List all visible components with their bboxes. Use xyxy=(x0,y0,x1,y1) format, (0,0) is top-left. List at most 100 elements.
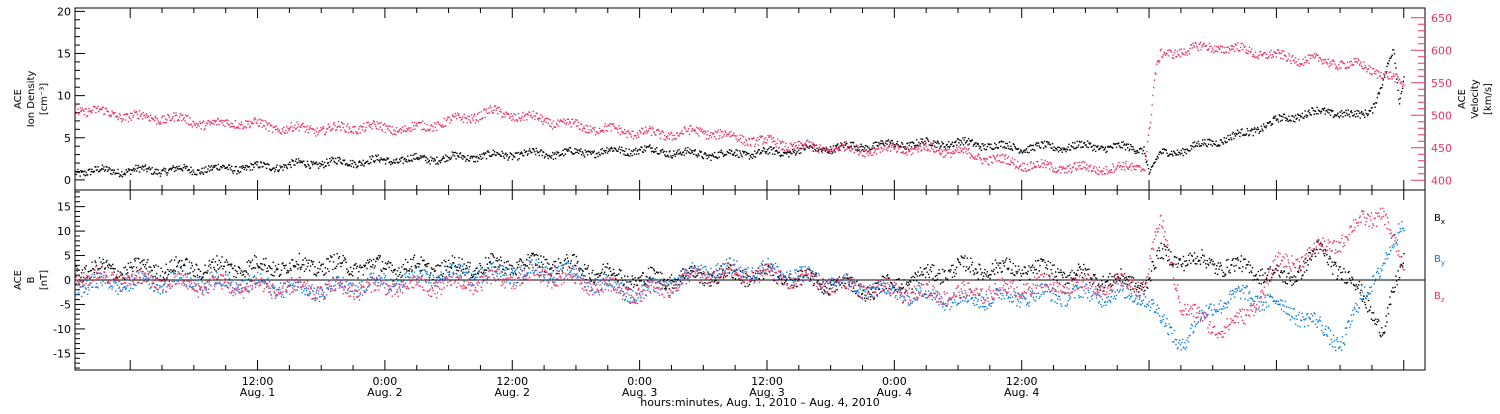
velocity-point xyxy=(649,128,650,129)
bx-point xyxy=(575,265,576,266)
density-point xyxy=(934,145,935,146)
velocity-point xyxy=(1267,57,1268,58)
bx-point xyxy=(825,286,826,287)
bx-point xyxy=(592,270,593,271)
velocity-point xyxy=(868,151,869,152)
velocity-point xyxy=(636,137,637,138)
field-tick-label: 5 xyxy=(64,250,71,263)
velocity-point xyxy=(678,135,679,136)
velocity-point xyxy=(222,120,223,121)
velocity-point xyxy=(384,123,385,124)
velocity-point xyxy=(952,151,953,152)
density-point xyxy=(1262,129,1263,130)
velocity-point xyxy=(949,152,950,153)
density-point xyxy=(1179,152,1180,153)
velocity-point xyxy=(848,146,849,147)
bx-point xyxy=(433,268,434,269)
density-point xyxy=(938,142,939,143)
bx-point xyxy=(349,273,350,274)
velocity-point xyxy=(740,138,741,139)
velocity-point xyxy=(224,120,225,121)
bx-point xyxy=(629,281,630,282)
velocity-point xyxy=(240,124,241,125)
velocity-point xyxy=(653,131,654,132)
velocity-point xyxy=(863,149,864,150)
velocity-point xyxy=(374,121,375,122)
bx-point xyxy=(374,267,375,268)
density-point xyxy=(720,152,721,153)
velocity-point xyxy=(484,117,485,118)
density-point xyxy=(629,149,630,150)
density-point xyxy=(1345,110,1346,111)
density-point xyxy=(103,166,104,167)
velocity-point xyxy=(1396,73,1397,74)
density-point xyxy=(533,148,534,149)
density-point xyxy=(1143,146,1144,147)
velocity-point xyxy=(587,125,588,126)
density-point xyxy=(250,169,251,170)
density-point xyxy=(1401,91,1402,92)
bx-point xyxy=(301,266,302,267)
bx-point xyxy=(114,268,115,269)
density-point xyxy=(733,155,734,156)
density-point xyxy=(1050,144,1051,145)
velocity-point xyxy=(763,141,764,142)
density-point xyxy=(651,151,652,152)
velocity-point xyxy=(930,142,931,143)
density-point xyxy=(536,148,537,149)
velocity-point xyxy=(392,134,393,135)
density-point xyxy=(1263,123,1264,124)
velocity-point xyxy=(871,148,872,149)
density-point xyxy=(1382,84,1383,85)
velocity-point xyxy=(87,115,88,116)
bx-point xyxy=(587,267,588,268)
velocity-point xyxy=(760,137,761,138)
bx-point xyxy=(710,282,711,283)
velocity-point xyxy=(286,126,287,127)
velocity-point xyxy=(1060,172,1061,173)
velocity-point xyxy=(1066,172,1067,173)
velocity-point xyxy=(796,148,797,149)
density-point xyxy=(878,142,879,143)
velocity-point xyxy=(1102,174,1103,175)
velocity-point xyxy=(1061,167,1062,168)
bx-point xyxy=(272,275,273,276)
density-point xyxy=(746,152,747,153)
density-tick-label: 5 xyxy=(64,132,71,145)
velocity-point xyxy=(467,116,468,117)
bx-point xyxy=(244,276,245,277)
bx-point xyxy=(640,276,641,277)
density-point xyxy=(676,152,677,153)
velocity-point xyxy=(739,134,740,135)
density-point xyxy=(424,156,425,157)
velocity-point xyxy=(517,120,518,121)
bx-point xyxy=(485,257,486,258)
density-point xyxy=(1059,150,1060,151)
velocity-point xyxy=(255,118,256,119)
velocity-point xyxy=(406,128,407,129)
bx-point xyxy=(220,262,221,263)
density-point xyxy=(95,166,96,167)
bx-point xyxy=(302,259,303,260)
density-point xyxy=(534,151,535,152)
density-point xyxy=(608,149,609,150)
velocity-point xyxy=(577,119,578,120)
density-point xyxy=(91,171,92,172)
density-point xyxy=(232,171,233,172)
density-point xyxy=(290,164,291,165)
density-point xyxy=(1374,103,1375,104)
density-point xyxy=(308,164,309,165)
velocity-point xyxy=(473,120,474,121)
velocity-point xyxy=(1033,167,1034,168)
bx-point xyxy=(479,263,480,264)
velocity-point xyxy=(1078,165,1079,166)
velocity-point xyxy=(98,111,99,112)
density-point xyxy=(1374,107,1375,108)
velocity-point xyxy=(704,133,705,134)
bx-point xyxy=(445,261,446,262)
velocity-point xyxy=(1077,162,1078,163)
velocity-point xyxy=(1130,164,1131,165)
velocity-point xyxy=(964,147,965,148)
velocity-point xyxy=(601,131,602,132)
velocity-point xyxy=(352,126,353,127)
